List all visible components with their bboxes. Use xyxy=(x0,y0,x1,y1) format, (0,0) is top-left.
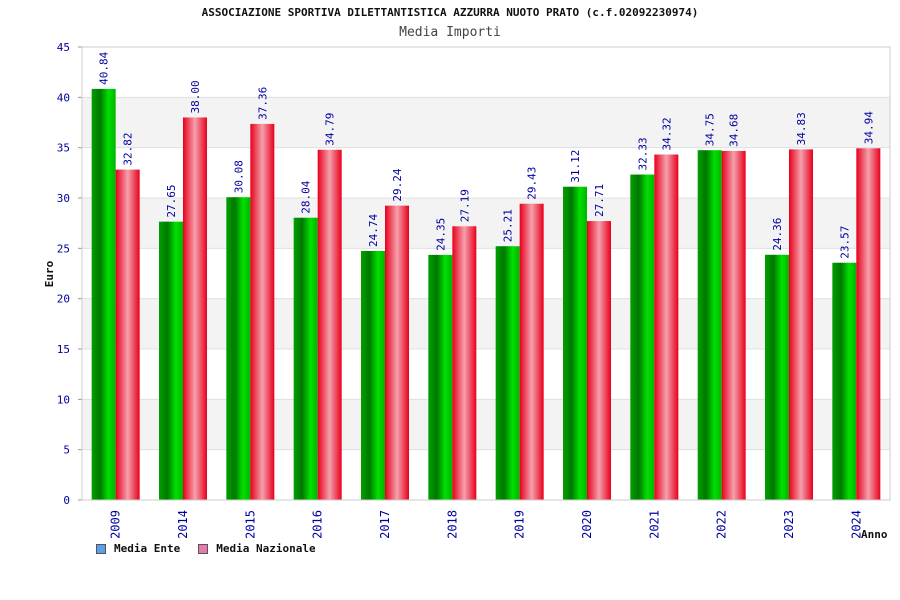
legend-item-media-ente: Media Ente xyxy=(96,542,180,555)
bar-media-ente-2019 xyxy=(495,246,520,500)
x-tick-label: 2024 xyxy=(849,510,863,539)
data-label-media-nazionale-2023: 34.83 xyxy=(795,112,808,145)
data-label-media-ente-2022: 34.75 xyxy=(704,113,717,146)
legend-swatch-media-nazionale xyxy=(198,543,209,554)
grid-band xyxy=(82,298,890,349)
bar-media-nazionale-2018 xyxy=(452,226,477,500)
y-tick-label: 35 xyxy=(57,142,70,155)
bars xyxy=(91,88,881,501)
grid-band xyxy=(82,97,890,148)
grid-band xyxy=(82,198,890,249)
legend-label-media-nazionale: Media Nazionale xyxy=(216,542,316,555)
data-label-media-ente-2017: 24.74 xyxy=(367,213,380,246)
data-label-media-ente-2016: 28.04 xyxy=(300,180,313,213)
grid-band xyxy=(82,399,890,450)
bar-media-nazionale-2015 xyxy=(250,123,275,500)
data-label-media-ente-2014: 27.65 xyxy=(165,185,178,218)
chart-subtitle: Media Importi xyxy=(399,25,501,40)
data-label-media-nazionale-2020: 27.71 xyxy=(593,184,606,217)
bar-media-ente-2015 xyxy=(226,197,251,500)
grid xyxy=(82,46,890,501)
y-tick-label: 15 xyxy=(57,343,70,356)
data-label-media-ente-2009: 40.84 xyxy=(98,51,111,84)
x-tick-label: 2023 xyxy=(782,510,796,539)
bar-media-ente-2014 xyxy=(159,221,183,500)
y-tick-label: 25 xyxy=(57,242,70,255)
data-label-media-nazionale-2021: 34.32 xyxy=(660,117,673,150)
data-label-media-ente-2021: 32.33 xyxy=(636,137,649,170)
x-tick-label: 2019 xyxy=(513,510,527,539)
legend-label-media-ente: Media Ente xyxy=(114,542,181,555)
data-label-media-nazionale-2009: 32.82 xyxy=(122,132,135,165)
legend-item-media-nazionale: Media Nazionale xyxy=(198,542,316,555)
data-labels: 40.84 32.82 27.65 38.00 30.08 37.36 28.04 34.79… xyxy=(98,51,876,258)
bar-media-nazionale-2014 xyxy=(183,117,207,500)
bar-media-nazionale-2021 xyxy=(654,154,679,500)
bar-media-ente-2018 xyxy=(428,254,453,500)
bar-media-ente-2022 xyxy=(697,150,722,500)
bar-media-nazionale-2016 xyxy=(317,149,342,500)
plot-border xyxy=(81,46,891,501)
axes: 0 5 10 15 20 25 30 35 40 45 2009 2014 2015 2016 2017 20… xyxy=(43,41,891,541)
x-tick-label: 2015 xyxy=(243,510,257,539)
data-label-media-nazionale-2022: 34.68 xyxy=(728,114,741,147)
x-tick-label: 2022 xyxy=(715,510,729,539)
data-label-media-ente-2015: 30.08 xyxy=(232,160,245,193)
grid-band xyxy=(82,248,890,299)
x-tick-label: 2016 xyxy=(311,510,325,539)
bar-media-ente-2016 xyxy=(293,217,318,501)
bar-media-ente-2009 xyxy=(91,88,116,501)
x-tick-label: 2017 xyxy=(378,510,392,539)
bar-media-ente-2021 xyxy=(630,174,655,500)
data-label-media-nazionale-2016: 34.79 xyxy=(324,113,337,146)
legend: Media Ente Media Nazionale xyxy=(96,542,316,555)
grid-band xyxy=(82,47,890,98)
bar-media-nazionale-2023 xyxy=(789,149,813,501)
legend-swatch-media-ente xyxy=(96,543,106,554)
y-tick-label: 5 xyxy=(63,444,70,457)
data-label-media-ente-2023: 24.36 xyxy=(771,218,784,251)
y-tick-label: 45 xyxy=(57,41,70,54)
grid-band xyxy=(82,147,890,198)
bar-media-nazionale-2017 xyxy=(385,205,409,500)
y-tick-label: 20 xyxy=(57,293,70,306)
data-label-media-nazionale-2017: 29.24 xyxy=(391,168,404,201)
y-tick-label: 0 xyxy=(63,494,70,507)
data-label-media-ente-2024: 23.57 xyxy=(838,226,851,259)
y-axis-label: Euro xyxy=(43,260,56,287)
bar-media-ente-2017 xyxy=(361,250,385,500)
data-label-media-nazionale-2024: 34.94 xyxy=(862,111,875,144)
data-label-media-ente-2019: 25.21 xyxy=(502,209,515,242)
x-tick-label: 2018 xyxy=(445,510,459,539)
x-axis-label: Anno xyxy=(861,528,888,541)
data-label-media-nazionale-2015: 37.36 xyxy=(256,87,269,120)
bar-media-nazionale-2009 xyxy=(115,169,140,500)
data-label-media-ente-2018: 24.35 xyxy=(434,218,447,251)
bar-media-nazionale-2022 xyxy=(721,150,746,500)
x-tick-label: 2009 xyxy=(109,510,123,539)
data-label-media-nazionale-2018: 27.19 xyxy=(458,189,471,222)
bar-media-nazionale-2019 xyxy=(519,203,544,500)
bar-media-ente-2023 xyxy=(765,254,789,500)
bar-media-ente-2020 xyxy=(563,186,587,500)
grid-band xyxy=(82,449,890,500)
grid-band xyxy=(82,349,890,400)
y-tick-label: 40 xyxy=(57,91,70,104)
x-tick-label: 2014 xyxy=(176,510,190,539)
y-tick-label: 10 xyxy=(57,393,70,406)
data-label-media-nazionale-2019: 29.43 xyxy=(526,167,539,200)
x-tick-label: 2021 xyxy=(647,510,661,539)
data-label-media-ente-2020: 31.12 xyxy=(569,150,582,183)
x-tick-label: 2020 xyxy=(580,510,594,539)
y-tick-label: 30 xyxy=(57,192,70,205)
chart-title: ASSOCIAZIONE SPORTIVA DILETTANTISTICA AZ… xyxy=(201,6,699,19)
bar-media-nazionale-2024 xyxy=(856,148,881,500)
bar-media-nazionale-2020 xyxy=(587,221,611,500)
data-label-media-nazionale-2014: 38.00 xyxy=(189,80,202,113)
bar-media-ente-2024 xyxy=(832,262,857,500)
